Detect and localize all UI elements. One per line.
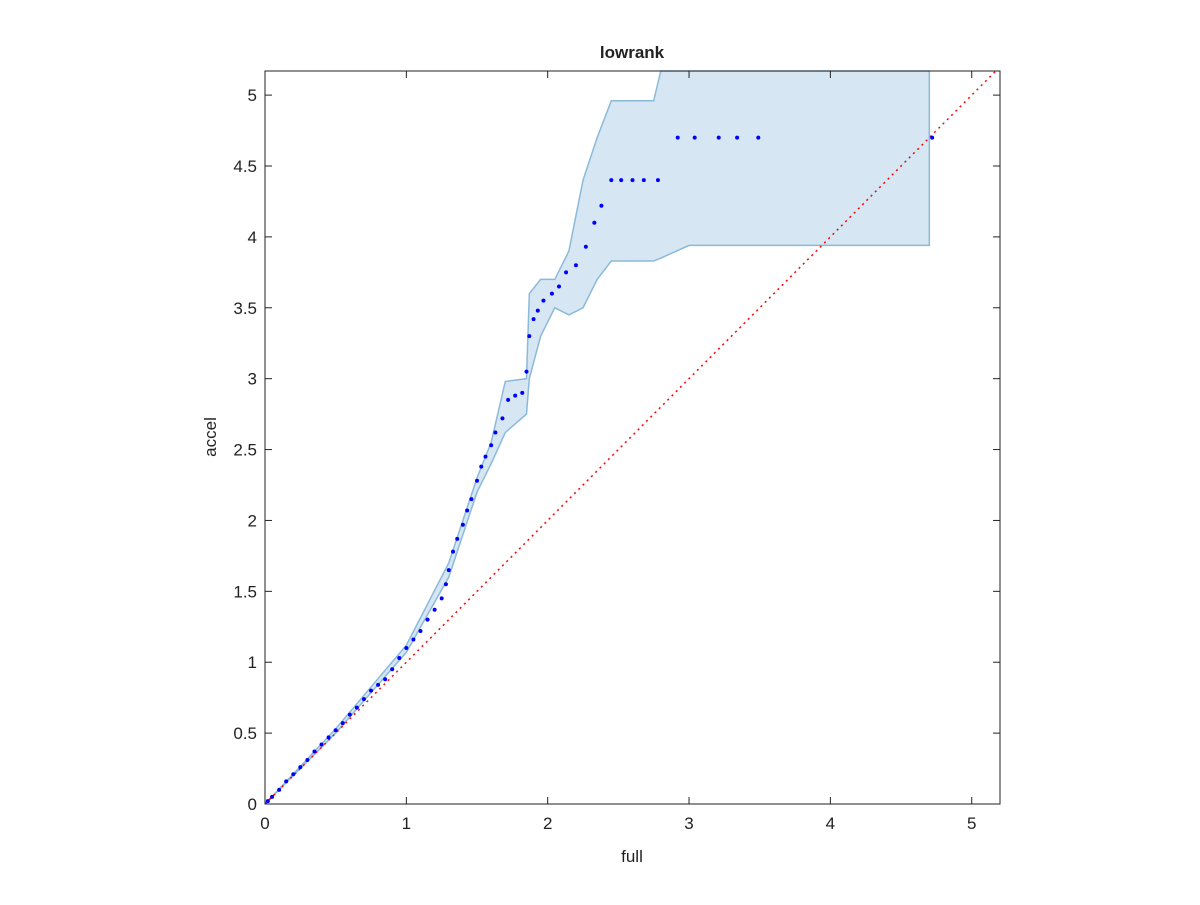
point [277, 787, 282, 792]
y-tick-label: 5 [248, 86, 257, 105]
point [641, 178, 646, 183]
point [347, 712, 352, 717]
x-tick-label: 1 [402, 814, 411, 833]
point [369, 688, 374, 693]
point [305, 758, 310, 763]
point [557, 284, 561, 289]
point [493, 430, 498, 435]
point [326, 735, 331, 740]
y-tick-label: 2 [248, 511, 257, 530]
point [333, 728, 338, 733]
point [411, 637, 416, 642]
point [455, 536, 460, 541]
point [361, 697, 366, 702]
point [284, 779, 289, 784]
y-tick-label: 1 [248, 653, 257, 672]
point [524, 369, 529, 374]
point [312, 749, 317, 754]
point [446, 568, 451, 573]
point [541, 298, 546, 303]
point [383, 677, 388, 682]
point [619, 178, 624, 183]
point [432, 607, 437, 612]
y-tick-label: 4 [248, 228, 257, 247]
point [397, 655, 402, 660]
point [319, 742, 324, 747]
y-tick-label: 4.5 [233, 157, 257, 176]
y-tick-label: 0 [248, 795, 257, 814]
point [564, 270, 569, 275]
point [425, 617, 430, 622]
y-tick-label: 0.5 [233, 724, 257, 743]
point [675, 135, 680, 140]
point [609, 178, 614, 183]
x-tick-label: 2 [543, 814, 552, 833]
point [630, 178, 635, 183]
x-tick-label: 3 [684, 814, 693, 833]
point [599, 203, 604, 208]
point [583, 244, 588, 249]
point [500, 416, 505, 421]
point [520, 390, 525, 395]
point [506, 397, 511, 402]
point [531, 317, 536, 322]
point [291, 772, 296, 777]
y-tick-label: 2.5 [233, 441, 257, 460]
x-tick-label: 4 [826, 814, 835, 833]
point [460, 522, 465, 527]
point [513, 393, 518, 398]
point [535, 308, 540, 313]
point [270, 794, 275, 799]
point [573, 263, 578, 268]
point [592, 220, 597, 225]
y-tick-label: 3 [248, 370, 257, 389]
x-tick-label: 0 [260, 814, 269, 833]
point [549, 291, 554, 296]
point [735, 135, 740, 140]
axes-box [264, 70, 1001, 805]
y-tick-label: 3.5 [233, 299, 257, 318]
point [479, 464, 484, 469]
chart-title: lowrank [600, 43, 665, 62]
point [443, 582, 448, 587]
point [404, 646, 409, 651]
point [692, 135, 697, 140]
point [439, 596, 444, 601]
point [265, 799, 270, 804]
point [418, 629, 423, 634]
reference-line [264, 70, 997, 805]
point [716, 135, 721, 140]
point [930, 135, 935, 140]
x-axis-label: full [621, 847, 643, 866]
point [475, 478, 480, 483]
point [450, 549, 455, 554]
point [527, 334, 532, 339]
x-tick-label: 5 [967, 814, 976, 833]
confidence-band [264, 70, 931, 805]
point [655, 178, 660, 183]
point [390, 667, 395, 672]
point [354, 705, 359, 710]
point [376, 682, 381, 687]
point [483, 454, 488, 459]
point [465, 508, 470, 513]
y-axis-label: accel [201, 417, 220, 457]
y-tick-label: 1.5 [233, 582, 257, 601]
point [756, 135, 761, 140]
point [340, 721, 345, 726]
point [469, 497, 474, 502]
point [298, 765, 303, 770]
point [489, 443, 494, 448]
